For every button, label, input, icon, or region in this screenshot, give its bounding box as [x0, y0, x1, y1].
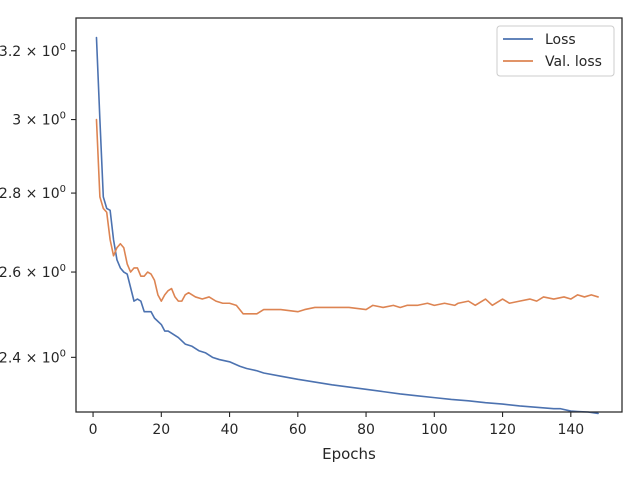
y-tick-label: 2.4 × 100	[0, 348, 66, 366]
x-tick-label: 60	[289, 422, 307, 438]
y-tick-label: 2.8 × 100	[0, 184, 66, 202]
legend-label: Val. loss	[545, 54, 602, 70]
x-tick-label: 100	[421, 422, 448, 438]
legend: Loss Val. loss	[496, 25, 615, 77]
x-tick-label: 80	[357, 422, 375, 438]
y-tick-label: 2.6 × 100	[0, 263, 66, 281]
legend-label: Loss	[545, 32, 576, 48]
series-line-val-loss	[95, 118, 599, 315]
y-tick-label: 3.2 × 100	[0, 42, 66, 60]
y-axis: 2.4 × 100 2.6 × 100 2.8 × 100 3 × 100 3.2 × …	[0, 42, 76, 366]
y-tick-label: 3 × 100	[12, 111, 66, 129]
x-tick-label: 0	[89, 422, 98, 438]
x-tick-label: 20	[152, 422, 170, 438]
plot-frame	[75, 17, 623, 413]
x-axis: 0 20 40 60 80 100 120 140	[89, 412, 584, 438]
series-line-loss	[95, 36, 599, 415]
plot-area	[75, 17, 623, 415]
x-tick-label: 120	[489, 422, 516, 438]
x-axis-label: Epochs	[322, 445, 376, 463]
x-tick-label: 40	[221, 422, 239, 438]
x-tick-label: 140	[557, 422, 584, 438]
